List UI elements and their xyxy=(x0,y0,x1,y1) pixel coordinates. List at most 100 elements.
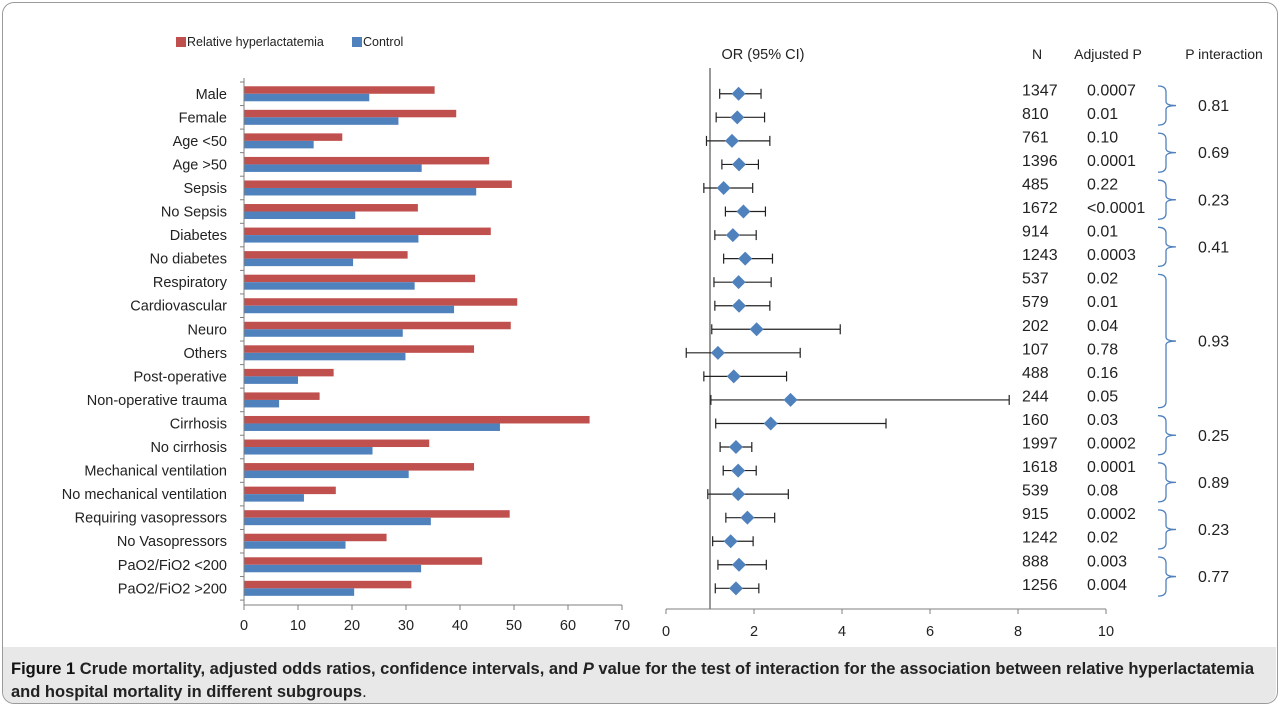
adjusted-p-value: 0.03 xyxy=(1087,412,1118,429)
bar-relative-hyperlactatemia xyxy=(244,180,512,188)
adjusted-p-value: 0.05 xyxy=(1087,388,1118,405)
forest-x-tick-label: 4 xyxy=(838,624,846,640)
bar-relative-hyperlactatemia xyxy=(244,510,510,518)
n-value: 202 xyxy=(1022,318,1049,335)
or-marker xyxy=(731,487,746,502)
group-brace xyxy=(1157,179,1177,220)
legend-label-control: Control xyxy=(363,35,403,49)
caption-p-italic: P xyxy=(582,660,594,678)
forest-title: OR (95% CI) xyxy=(722,47,805,63)
group-brace xyxy=(1157,85,1177,126)
category-label: Female xyxy=(179,110,227,126)
bar-relative-hyperlactatemia xyxy=(244,109,457,118)
n-value: 761 xyxy=(1022,129,1049,146)
or-marker xyxy=(732,298,747,313)
or-marker xyxy=(732,157,747,172)
group-brace xyxy=(1157,556,1177,597)
or-marker xyxy=(732,557,747,572)
category-label: Sepsis xyxy=(183,181,227,197)
category-label: No Sepsis xyxy=(161,205,227,221)
bar-control xyxy=(244,282,415,290)
caption-text-1: Crude mortality, adjusted odds ratios, c… xyxy=(75,660,583,678)
category-label: Others xyxy=(183,346,227,362)
n-value: 244 xyxy=(1022,388,1049,405)
or-marker xyxy=(738,251,753,266)
bar-x-tick-label: 60 xyxy=(560,618,576,634)
bar-control xyxy=(244,376,298,384)
bar-control xyxy=(244,352,406,361)
adjusted-p-value: 0.10 xyxy=(1087,129,1118,146)
bar-relative-hyperlactatemia xyxy=(244,156,490,165)
n-value: 1243 xyxy=(1022,247,1058,264)
forest-x-tick-label: 8 xyxy=(1014,624,1022,640)
column-header-n: N xyxy=(1032,46,1042,62)
n-value: 537 xyxy=(1022,271,1049,288)
n-value: 1242 xyxy=(1022,530,1058,547)
bar-control xyxy=(244,588,355,596)
or-marker xyxy=(740,510,755,525)
category-label: Requiring vasopressors xyxy=(75,511,227,527)
bar-control xyxy=(244,164,422,172)
adjusted-p-value: 0.78 xyxy=(1087,341,1118,358)
or-marker xyxy=(723,534,738,549)
or-marker xyxy=(726,369,741,384)
n-value: 915 xyxy=(1022,506,1049,523)
n-value: 810 xyxy=(1022,106,1049,123)
bar-relative-hyperlactatemia xyxy=(244,298,518,306)
bar-control xyxy=(244,541,346,549)
group-brace xyxy=(1157,132,1177,173)
bar-relative-hyperlactatemia xyxy=(244,463,475,471)
category-label: Neuro xyxy=(188,322,228,338)
caption-lead: Figure 1 xyxy=(11,660,76,678)
caption-band xyxy=(3,647,1276,703)
bar-x-tick-label: 10 xyxy=(290,618,306,634)
group-brace xyxy=(1157,415,1177,456)
bar-control xyxy=(244,211,356,220)
adjusted-p-value: 0.004 xyxy=(1087,577,1127,594)
or-marker xyxy=(716,180,731,195)
category-label: No diabetes xyxy=(150,252,227,268)
n-value: 485 xyxy=(1022,176,1049,193)
bar-relative-hyperlactatemia xyxy=(244,321,511,330)
p-interaction-value: 0.23 xyxy=(1198,192,1229,209)
or-marker xyxy=(728,581,743,596)
category-label: Cardiovascular xyxy=(130,299,227,315)
bar-relative-hyperlactatemia xyxy=(244,557,483,565)
or-marker xyxy=(730,110,745,125)
figure-caption: Figure 1 Crude mortality, adjusted odds … xyxy=(11,658,1273,704)
n-value: 1256 xyxy=(1022,577,1058,594)
adjusted-p-value: 0.0002 xyxy=(1087,436,1136,453)
category-label: Age >50 xyxy=(173,157,227,173)
n-value: 1997 xyxy=(1022,436,1058,453)
category-label: PaO2/FiO2 >200 xyxy=(118,581,227,597)
bar-relative-hyperlactatemia xyxy=(244,439,430,448)
p-interaction-value: 0.89 xyxy=(1198,475,1229,492)
n-value: 888 xyxy=(1022,553,1049,570)
bar-x-tick-label: 20 xyxy=(344,618,360,634)
bar-x-tick-label: 0 xyxy=(240,618,248,634)
category-label: Non-operative trauma xyxy=(87,393,228,409)
legend-swatch-relative-hyperlactatemia xyxy=(176,37,186,47)
or-marker xyxy=(731,86,746,101)
bar-relative-hyperlactatemia xyxy=(244,133,343,141)
category-label: Mechanical ventilation xyxy=(84,464,227,480)
category-label: Male xyxy=(196,87,227,103)
bar-x-tick-label: 70 xyxy=(614,618,630,634)
category-label: No Vasopressors xyxy=(117,534,227,550)
p-interaction-value: 0.93 xyxy=(1198,334,1229,351)
n-value: 107 xyxy=(1022,341,1049,358)
column-header-adjusted-p: Adjusted P xyxy=(1074,46,1142,62)
bar-relative-hyperlactatemia xyxy=(244,86,435,94)
bar-control xyxy=(244,117,399,125)
adjusted-p-value: 0.01 xyxy=(1087,294,1118,311)
adjusted-p-value: 0.0007 xyxy=(1087,82,1136,99)
bar-relative-hyperlactatemia xyxy=(244,204,418,212)
bar-relative-hyperlactatemia xyxy=(244,580,412,589)
bar-control xyxy=(244,305,455,314)
bar-control xyxy=(244,187,477,196)
n-value: 160 xyxy=(1022,412,1049,429)
bar-control xyxy=(244,447,373,455)
or-marker xyxy=(749,322,764,337)
or-marker xyxy=(736,204,751,219)
